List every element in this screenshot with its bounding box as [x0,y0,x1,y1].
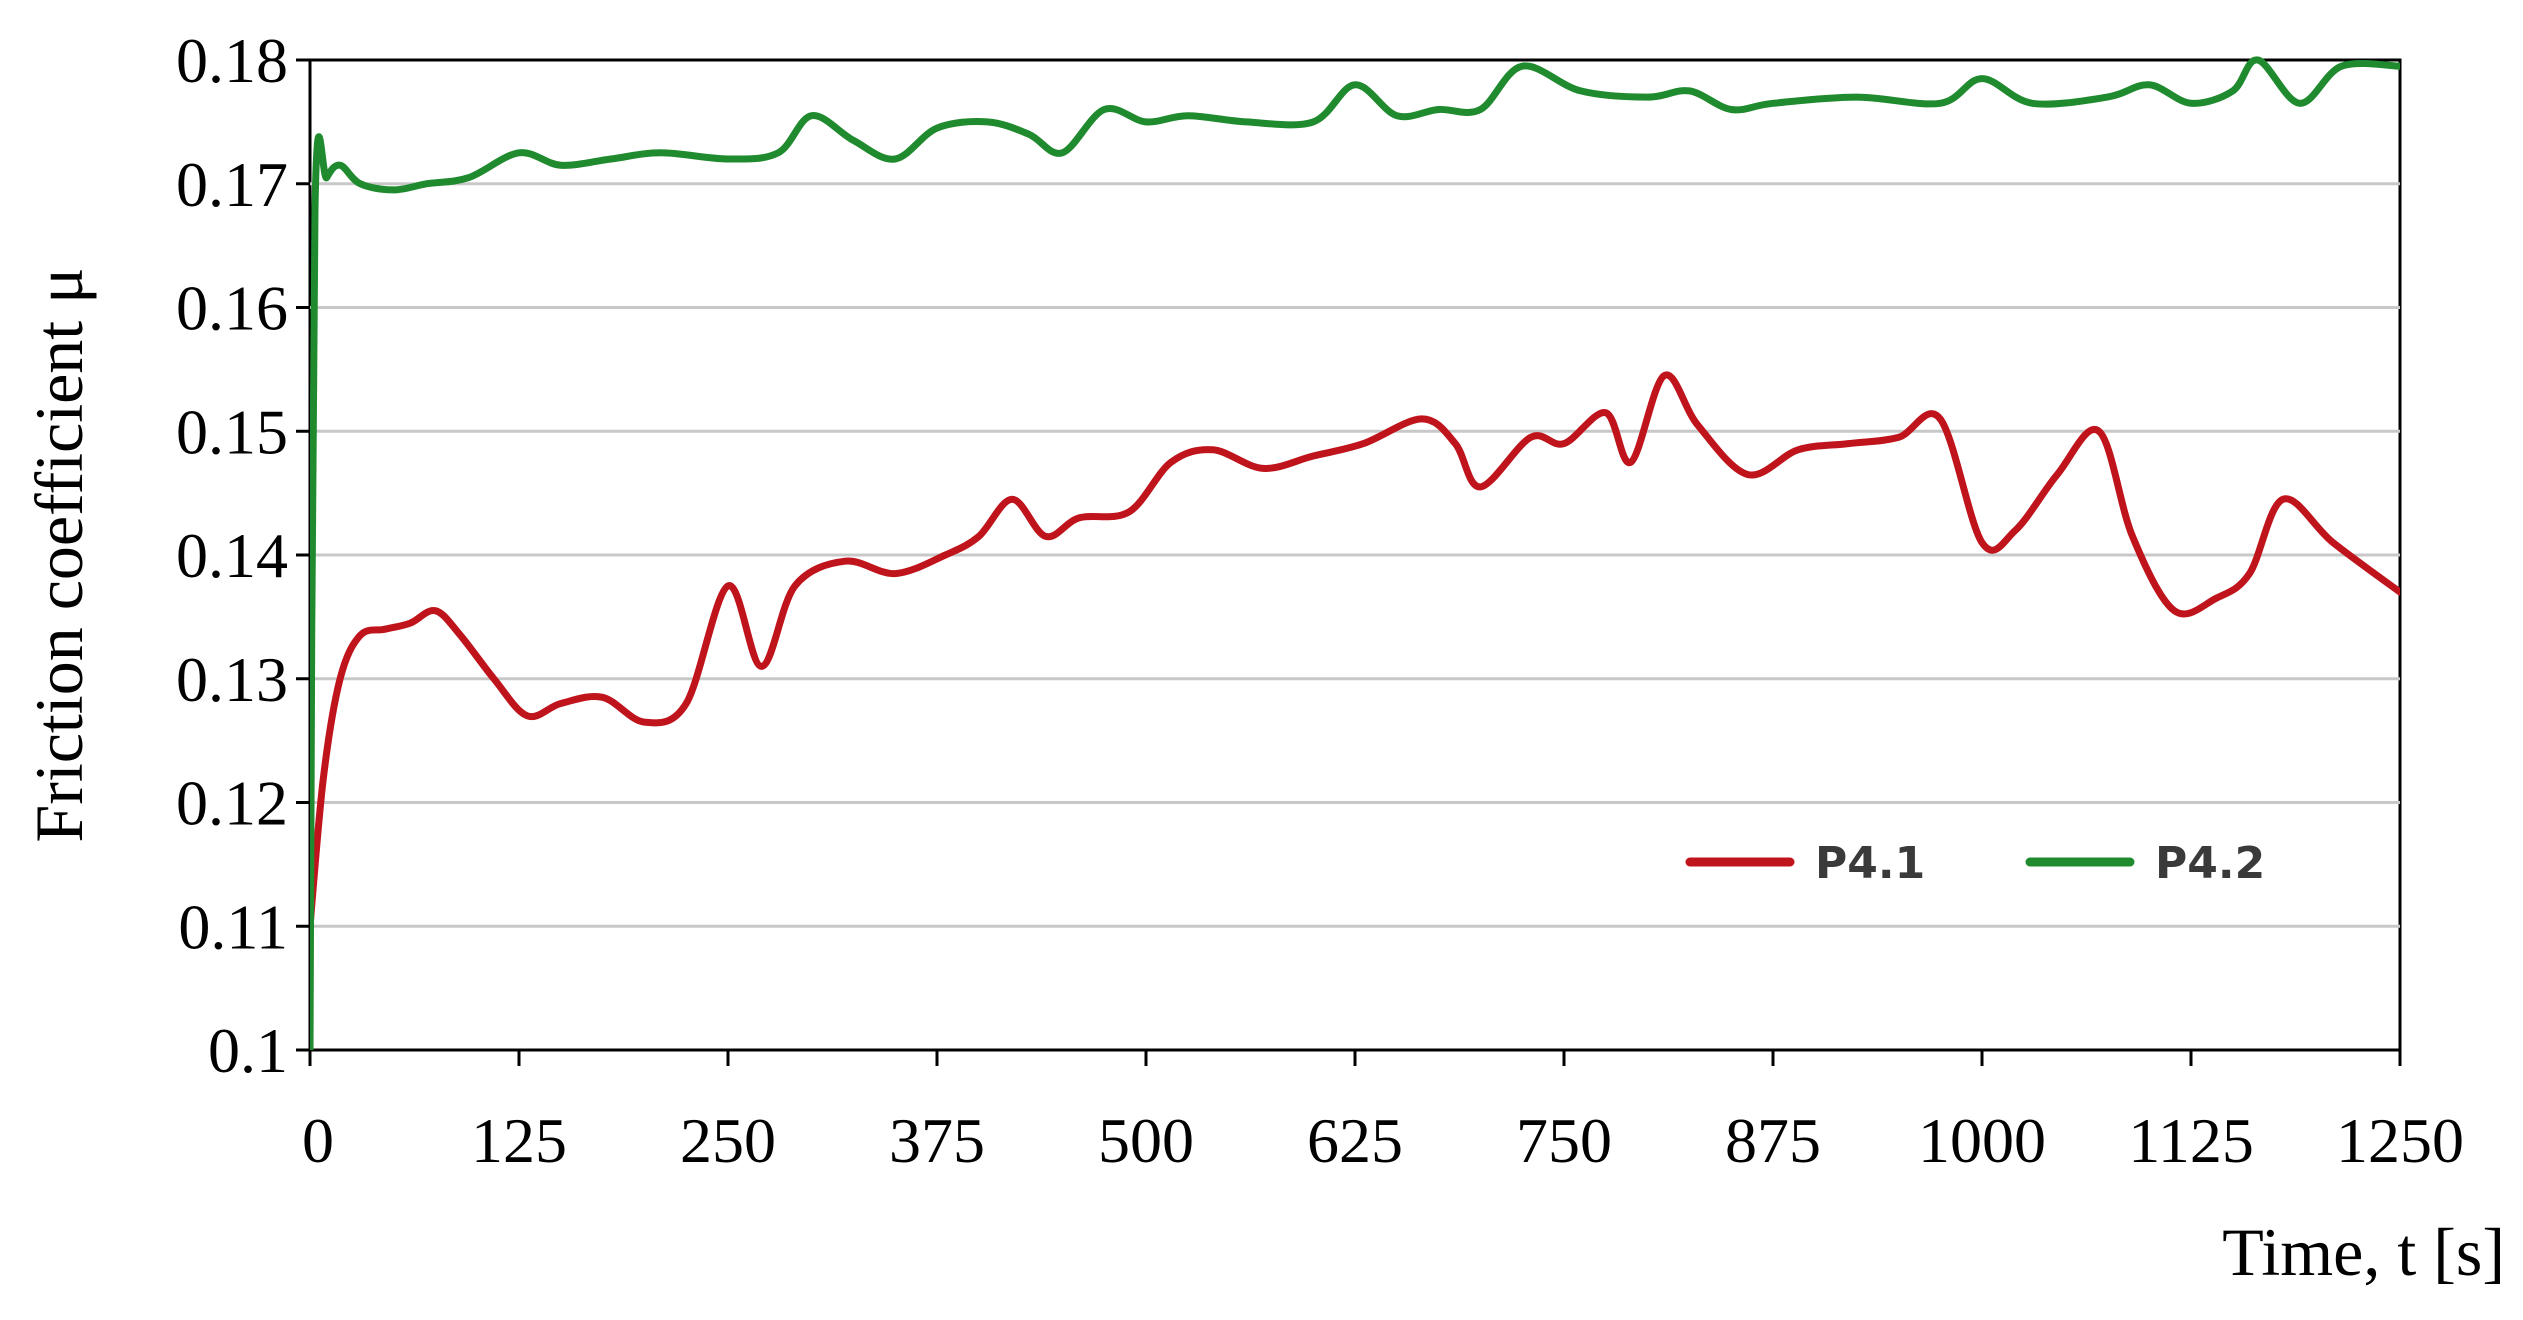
y-tick-label: 0.1 [208,1015,288,1086]
y-tick-label: 0.14 [176,520,288,591]
x-tick-label: 1125 [2128,1105,2254,1176]
y-tick-label: 0.12 [176,768,288,839]
x-tick-label: 750 [1516,1105,1612,1176]
y-tick-label: 0.15 [176,396,288,467]
series-line-p4-2 [310,56,2400,1050]
x-axis-title: Time, t [s] [2222,1214,2505,1290]
x-tick-label: 1000 [1918,1105,2046,1176]
x-tick-label: 375 [889,1105,985,1176]
x-tick-label: 0 [302,1105,334,1176]
legend: P4.1 P4.2 [1685,838,2265,889]
x-tick-label: 625 [1307,1105,1403,1176]
tick-marks [296,58,2402,1066]
legend-label-p4-1: P4.1 [1815,838,1925,889]
x-tick-labels: 0 125 250 375 500 625 750 875 1000 1125 1250 [302,1105,2464,1176]
series-lines [310,56,2400,1050]
y-axis-title: Friction coefficient μ [21,267,97,842]
legend-label-p4-2: P4.2 [2155,838,2265,889]
series-line-p4-1 [310,371,2400,930]
y-tick-label: 0.16 [176,273,288,344]
y-tick-label: 0.13 [176,644,288,715]
y-tick-label: 0.11 [178,891,288,962]
x-tick-label: 875 [1725,1105,1821,1176]
x-tick-label: 125 [471,1105,567,1176]
x-tick-label: 250 [680,1105,776,1176]
y-tick-labels: 0.1 0.11 0.12 0.13 0.14 0.15 0.16 0.17 0.18 [176,25,288,1086]
y-tick-label: 0.18 [176,25,288,96]
x-tick-label: 500 [1098,1105,1194,1176]
grid-lines [310,182,2400,928]
y-tick-label: 0.17 [176,149,288,220]
x-tick-label: 1250 [2336,1105,2464,1176]
